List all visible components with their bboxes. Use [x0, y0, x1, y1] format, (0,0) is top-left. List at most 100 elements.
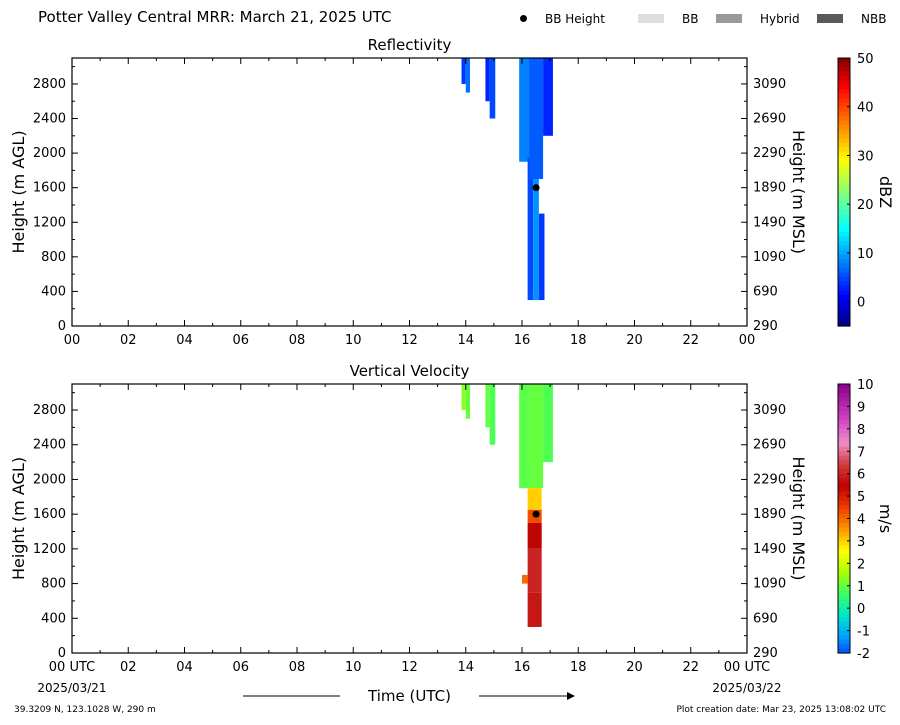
x-tick-label-velocity: 20 — [626, 660, 643, 675]
colorbar-frame-reflectivity — [837, 57, 851, 327]
x-tick-label-velocity: 08 — [289, 660, 306, 675]
colorbar-segment-velocity — [838, 424, 850, 430]
bb-swatch-icon — [638, 14, 664, 23]
colorbar-segment-velocity — [838, 608, 850, 614]
colorbar-tick-label-reflectivity: 40 — [857, 101, 874, 116]
colorbar-segment-velocity — [838, 415, 850, 421]
colorbar-tick-label-velocity: 1 — [857, 580, 865, 595]
y-tick-label-reflectivity: 2800 — [33, 77, 66, 92]
y-right-tick-label-reflectivity: 1090 — [753, 250, 786, 265]
colorbar-segment-velocity — [838, 558, 850, 564]
colorbar-segment-reflectivity — [838, 187, 850, 193]
y-tick-label-reflectivity: 2400 — [33, 112, 66, 127]
x-axis-arrow-head — [567, 692, 575, 700]
colorbar-label-reflectivity: dBZ — [876, 176, 895, 208]
colorbar-segment-reflectivity — [838, 227, 850, 233]
y-axis-right-title-velocity: Height (m MSL) — [789, 456, 808, 580]
colorbar-tick-label-velocity: 5 — [857, 490, 865, 505]
colorbar-segment-velocity — [838, 491, 850, 497]
y-tick-label-reflectivity: 400 — [41, 284, 66, 299]
colorbar-segment-velocity — [838, 473, 850, 479]
x-date-start: 2025/03/21 — [37, 681, 106, 695]
x-tick-label-reflectivity: 14 — [457, 333, 474, 348]
colorbar-segment-velocity — [838, 576, 850, 582]
colorbar-segment-velocity — [838, 594, 850, 600]
y-right-tick-label-reflectivity: 2690 — [753, 112, 786, 127]
x-date-end: 2025/03/22 — [712, 681, 781, 695]
x-tick-label-reflectivity: 08 — [289, 333, 306, 348]
colorbar-segment-reflectivity — [838, 147, 850, 153]
x-tick-label-velocity: 16 — [514, 660, 531, 675]
y-right-tick-label-reflectivity: 1890 — [753, 181, 786, 196]
colorbar-segment-reflectivity — [838, 303, 850, 309]
colorbar-segment-reflectivity — [838, 151, 850, 157]
x-tick-label-velocity: 22 — [682, 660, 699, 675]
colorbar-segment-reflectivity — [838, 312, 850, 318]
colorbar-segment-velocity — [838, 527, 850, 533]
colorbar-segment-velocity — [838, 545, 850, 551]
colorbar-segment-velocity — [838, 549, 850, 555]
echo-cell-velocity-5 — [529, 384, 544, 489]
colorbar-tick-label-velocity: 6 — [857, 468, 865, 483]
colorbar-segment-velocity — [838, 437, 850, 443]
colorbar-segment-reflectivity — [838, 133, 850, 139]
legend-item-bb-height: BB Height — [520, 12, 605, 26]
echo-cell-reflectivity-5 — [527, 157, 534, 301]
colorbar-segment-velocity — [838, 401, 850, 408]
colorbar-segment-velocity — [838, 563, 850, 569]
colorbar-segment-reflectivity — [838, 71, 850, 77]
x-tick-label-reflectivity: 20 — [626, 333, 643, 348]
echo-cell-velocity-10 — [527, 548, 542, 593]
colorbar-segment-reflectivity — [838, 285, 850, 291]
colorbar-segment-reflectivity — [838, 281, 850, 287]
nbb-swatch-icon — [817, 14, 843, 23]
y-tick-label-reflectivity: 800 — [41, 250, 66, 265]
colorbar-tick-label-velocity: 2 — [857, 557, 865, 572]
colorbar-segment-velocity — [838, 410, 850, 416]
y-right-tick-label-reflectivity: 1490 — [753, 215, 786, 230]
colorbar-segment-velocity — [838, 514, 850, 520]
legend-label-hybrid: Hybrid — [760, 12, 800, 26]
colorbar-segment-velocity — [838, 509, 850, 515]
colorbar-segment-reflectivity — [838, 272, 850, 278]
plot-frame-reflectivity — [71, 57, 748, 327]
y-right-tick-label-velocity: 3090 — [753, 403, 786, 418]
colorbar-segment-velocity — [838, 392, 850, 399]
colorbar-segment-reflectivity — [838, 84, 850, 90]
echo-cell-velocity-9 — [527, 522, 542, 549]
y-tick-label-velocity: 400 — [41, 611, 66, 626]
colorbar-segment-velocity — [838, 626, 850, 632]
colorbar-tick-label-velocity: 9 — [857, 400, 865, 415]
colorbar-segment-reflectivity — [838, 250, 850, 256]
y-axis-right-title-reflectivity: Height (m MSL) — [789, 130, 808, 254]
colorbar-segment-reflectivity — [838, 254, 850, 260]
colorbar-segment-reflectivity — [838, 223, 850, 229]
colorbar-tick-label-velocity: -1 — [857, 625, 870, 640]
x-tick-label-reflectivity: 04 — [176, 333, 193, 348]
colorbar-segment-reflectivity — [838, 75, 850, 81]
y-tick-label-reflectivity: 2000 — [33, 146, 66, 161]
colorbar-segment-velocity — [838, 384, 850, 390]
y-right-tick-label-velocity: 2290 — [753, 472, 786, 487]
y-right-tick-label-reflectivity: 2290 — [753, 146, 786, 161]
colorbar-segment-velocity — [838, 621, 850, 627]
bb-height-marker-velocity — [532, 510, 540, 518]
y-tick-label-velocity: 0 — [58, 646, 66, 661]
echo-cell-velocity-1 — [465, 384, 470, 419]
colorbar-segment-velocity — [838, 648, 850, 654]
y-right-tick-label-reflectivity: 3090 — [753, 77, 786, 92]
colorbar-segment-reflectivity — [838, 125, 850, 131]
colorbar-segment-velocity — [838, 496, 850, 502]
colorbar-segment-reflectivity — [838, 259, 850, 265]
colorbar-tick-label-velocity: 8 — [857, 423, 865, 438]
y-axis-title-reflectivity: Height (m AGL) — [9, 130, 28, 253]
colorbar-segment-reflectivity — [838, 160, 850, 166]
colorbar-segment-reflectivity — [838, 218, 850, 224]
colorbar-segment-velocity — [838, 572, 850, 578]
colorbar-segment-reflectivity — [838, 165, 850, 171]
echo-cell-reflectivity-0 — [461, 58, 466, 84]
colorbar-segment-reflectivity — [838, 192, 850, 198]
legend-item-bb: BB — [638, 12, 698, 26]
colorbar-segment-velocity — [838, 581, 850, 587]
x-tick-label-velocity: 00 UTC — [49, 660, 95, 675]
